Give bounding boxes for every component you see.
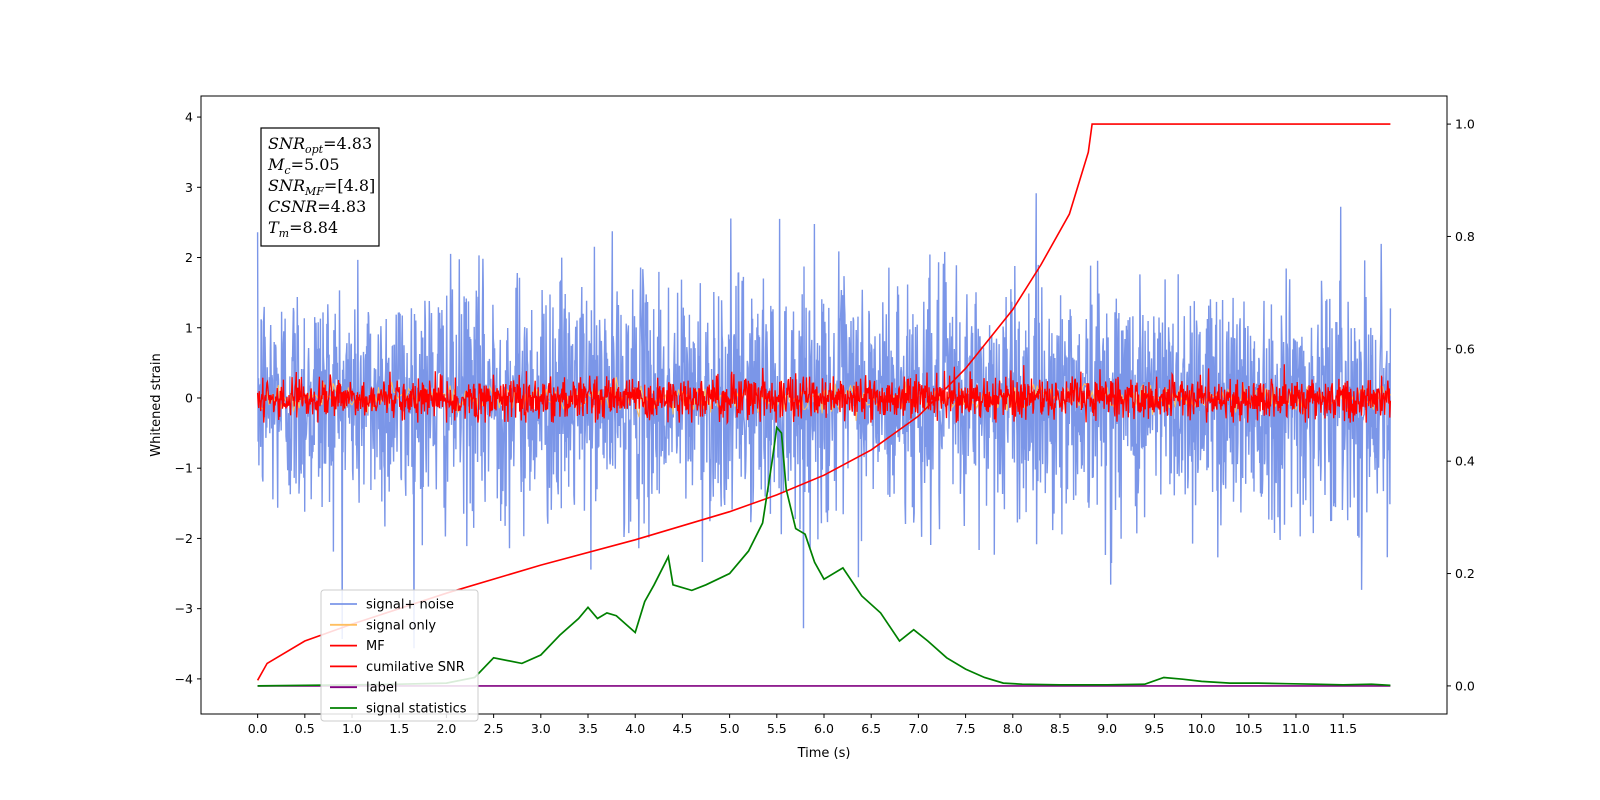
legend-label: cumilative SNR	[366, 660, 465, 675]
series-signal-statistics	[257, 425, 1391, 687]
x-tick-label: 4.0	[625, 721, 645, 736]
y-left-tick-label: 4	[185, 110, 193, 125]
series-mf	[256, 364, 1392, 426]
x-tick-label: 9.0	[1097, 721, 1117, 736]
x-tick-label: 0.5	[295, 721, 315, 736]
x-axis-label: Time (s)	[797, 746, 851, 761]
x-tick-label: 9.5	[1144, 721, 1164, 736]
x-tick-label: 3.0	[531, 721, 551, 736]
x-tick-label: 3.5	[578, 721, 598, 736]
x-tick-label: 2.0	[436, 721, 456, 736]
y-right-tick-label: 0.4	[1455, 454, 1475, 469]
legend-label: label	[366, 681, 397, 696]
x-tick-label: 6.0	[814, 721, 834, 736]
y-axis-label: Whitened strain	[149, 353, 164, 456]
y-left-tick-label: 3	[185, 180, 193, 195]
x-tick-label: 8.5	[1050, 721, 1070, 736]
y-axis-right-ticks: 0.0 0.2 0.4 0.6 0.8 1.0	[1447, 117, 1475, 693]
series-signal-noise	[256, 193, 1392, 649]
legend-label: signal statistics	[366, 702, 467, 717]
x-tick-label: 1.5	[389, 721, 409, 736]
legend-label: signal only	[366, 618, 436, 633]
y-left-tick-label: −3	[175, 601, 193, 616]
x-tick-label: 6.5	[861, 721, 881, 736]
x-tick-label: 8.0	[1003, 721, 1023, 736]
annotation-line: SNRopt=4.83	[268, 134, 372, 156]
legend-label: signal+ noise	[366, 598, 454, 613]
x-tick-label: 0.0	[248, 721, 268, 736]
x-tick-label: 11.5	[1329, 721, 1357, 736]
legend-label: MF	[366, 639, 385, 654]
y-left-tick-label: 1	[185, 320, 193, 335]
x-tick-label: 4.5	[672, 721, 692, 736]
legend-items: signal+ noise signal only MF cumilative SNR…	[330, 598, 467, 717]
y-left-tick-label: −2	[175, 531, 193, 546]
x-tick-label: 11.0	[1282, 721, 1310, 736]
x-tick-label: 1.0	[342, 721, 362, 736]
x-tick-label: 7.0	[908, 721, 928, 736]
x-tick-label: 5.5	[767, 721, 787, 736]
annotation-line: Tm=8.84	[268, 218, 338, 240]
x-tick-label: 2.5	[484, 721, 504, 736]
y-left-tick-label: 0	[185, 390, 193, 405]
annotation-frame	[260, 127, 380, 247]
y-right-tick-label: 1.0	[1455, 117, 1475, 132]
y-axis-left-ticks: −4 −3 −2 −1 0 1 2 3 4	[175, 110, 201, 686]
y-right-tick-label: 0.8	[1455, 229, 1475, 244]
annotation-line: CSNR=4.83	[268, 197, 366, 216]
annotation-line: Mc=5.05	[267, 155, 340, 177]
annotation-line: SNRMF=[4.8]	[268, 176, 375, 198]
legend: signal+ noise signal only MF cumilative SNR…	[320, 589, 479, 722]
y-right-tick-label: 0.6	[1455, 341, 1475, 356]
y-left-tick-label: −4	[175, 671, 193, 686]
x-tick-label: 10.0	[1188, 721, 1216, 736]
legend-frame	[320, 589, 479, 722]
y-right-tick-label: 0.2	[1455, 566, 1475, 581]
x-tick-label: 10.5	[1235, 721, 1263, 736]
y-right-tick-label: 0.0	[1455, 678, 1475, 693]
x-tick-label: 5.0	[720, 721, 740, 736]
x-tick-label: 7.5	[956, 721, 976, 736]
x-axis-ticks: 0.0 0.5 1.0 1.5 2.0 2.5 3.0 3.5 4.0 4.5 5.0 5.5 6.0 6…	[248, 714, 1357, 736]
y-left-tick-label: −1	[175, 461, 193, 476]
y-left-tick-label: 2	[185, 250, 193, 265]
